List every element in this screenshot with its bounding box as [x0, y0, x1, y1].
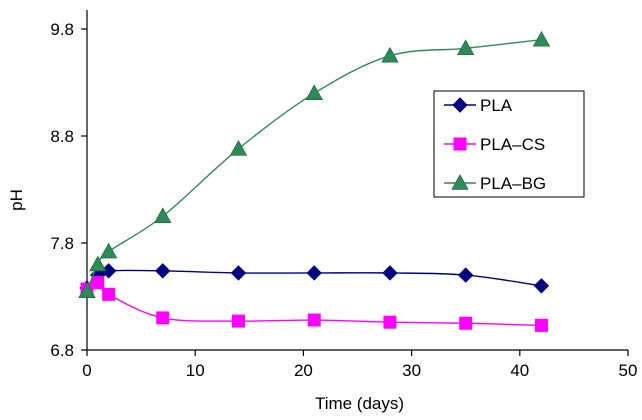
- axes: 0 10 20 30 40 50 6.8 7.8 8.8 9.8: [50, 10, 637, 380]
- series-pla-bg: [78, 30, 551, 298]
- data-point-pla-cs: [231, 314, 245, 328]
- legend-marker-pla: [452, 97, 468, 113]
- data-point-pla: [155, 263, 171, 279]
- x-tick-label: 20: [294, 361, 313, 380]
- y-tick-label: 9.8: [50, 20, 74, 39]
- data-point-pla: [230, 265, 247, 281]
- data-point-pla-bg: [305, 84, 323, 100]
- data-point-pla: [533, 278, 550, 294]
- legend: PLA PLA–CS PLA–BG: [433, 90, 585, 198]
- series-pla: [79, 263, 550, 296]
- y-tick-label: 8.8: [50, 127, 74, 146]
- data-point-pla-cs: [383, 315, 397, 329]
- data-point-pla: [306, 265, 322, 281]
- data-point-pla-cs: [307, 313, 321, 327]
- series-pla-cs: [80, 276, 548, 332]
- legend-item-pla-cs: PLA–CS: [444, 135, 545, 154]
- x-tick-label: 0: [82, 361, 91, 380]
- data-point-pla-bg: [532, 30, 551, 47]
- data-point-pla-bg: [457, 39, 475, 56]
- legend-label-pla-cs: PLA–CS: [480, 135, 545, 154]
- data-point-pla-cs: [102, 287, 116, 301]
- data-point-pla-bg: [89, 255, 107, 272]
- data-point-pla-bg: [229, 140, 248, 156]
- series-layer: [78, 30, 551, 332]
- x-tick-label: 30: [402, 361, 421, 380]
- x-axis-label: Time (days): [315, 394, 404, 413]
- y-axis-label: pH: [7, 189, 26, 211]
- x-tick-label: 50: [619, 361, 638, 380]
- data-point-pla-bg: [99, 242, 118, 259]
- data-point-pla-cs: [91, 276, 105, 290]
- legend-label-pla: PLA: [480, 96, 513, 115]
- legend-item-pla-bg: PLA–BG: [444, 174, 546, 193]
- legend-item-pla: PLA: [444, 96, 513, 115]
- data-point-pla: [382, 265, 398, 281]
- data-point-pla-bg: [381, 46, 399, 63]
- legend-marker-pla-bg: [451, 174, 469, 190]
- data-point-pla-bg: [78, 282, 96, 298]
- y-tick-label: 7.8: [50, 234, 74, 253]
- data-point-pla-bg: [154, 207, 172, 224]
- data-point-pla-cs: [459, 316, 473, 330]
- data-point-pla-cs: [156, 311, 170, 325]
- x-tick-label: 10: [186, 361, 205, 380]
- y-tick-label: 6.8: [50, 341, 74, 360]
- x-tick-label: 40: [510, 361, 529, 380]
- legend-label-pla-bg: PLA–BG: [480, 174, 546, 193]
- data-point-pla-cs: [534, 318, 548, 332]
- data-point-pla: [457, 267, 474, 283]
- legend-marker-pla-cs: [453, 137, 467, 151]
